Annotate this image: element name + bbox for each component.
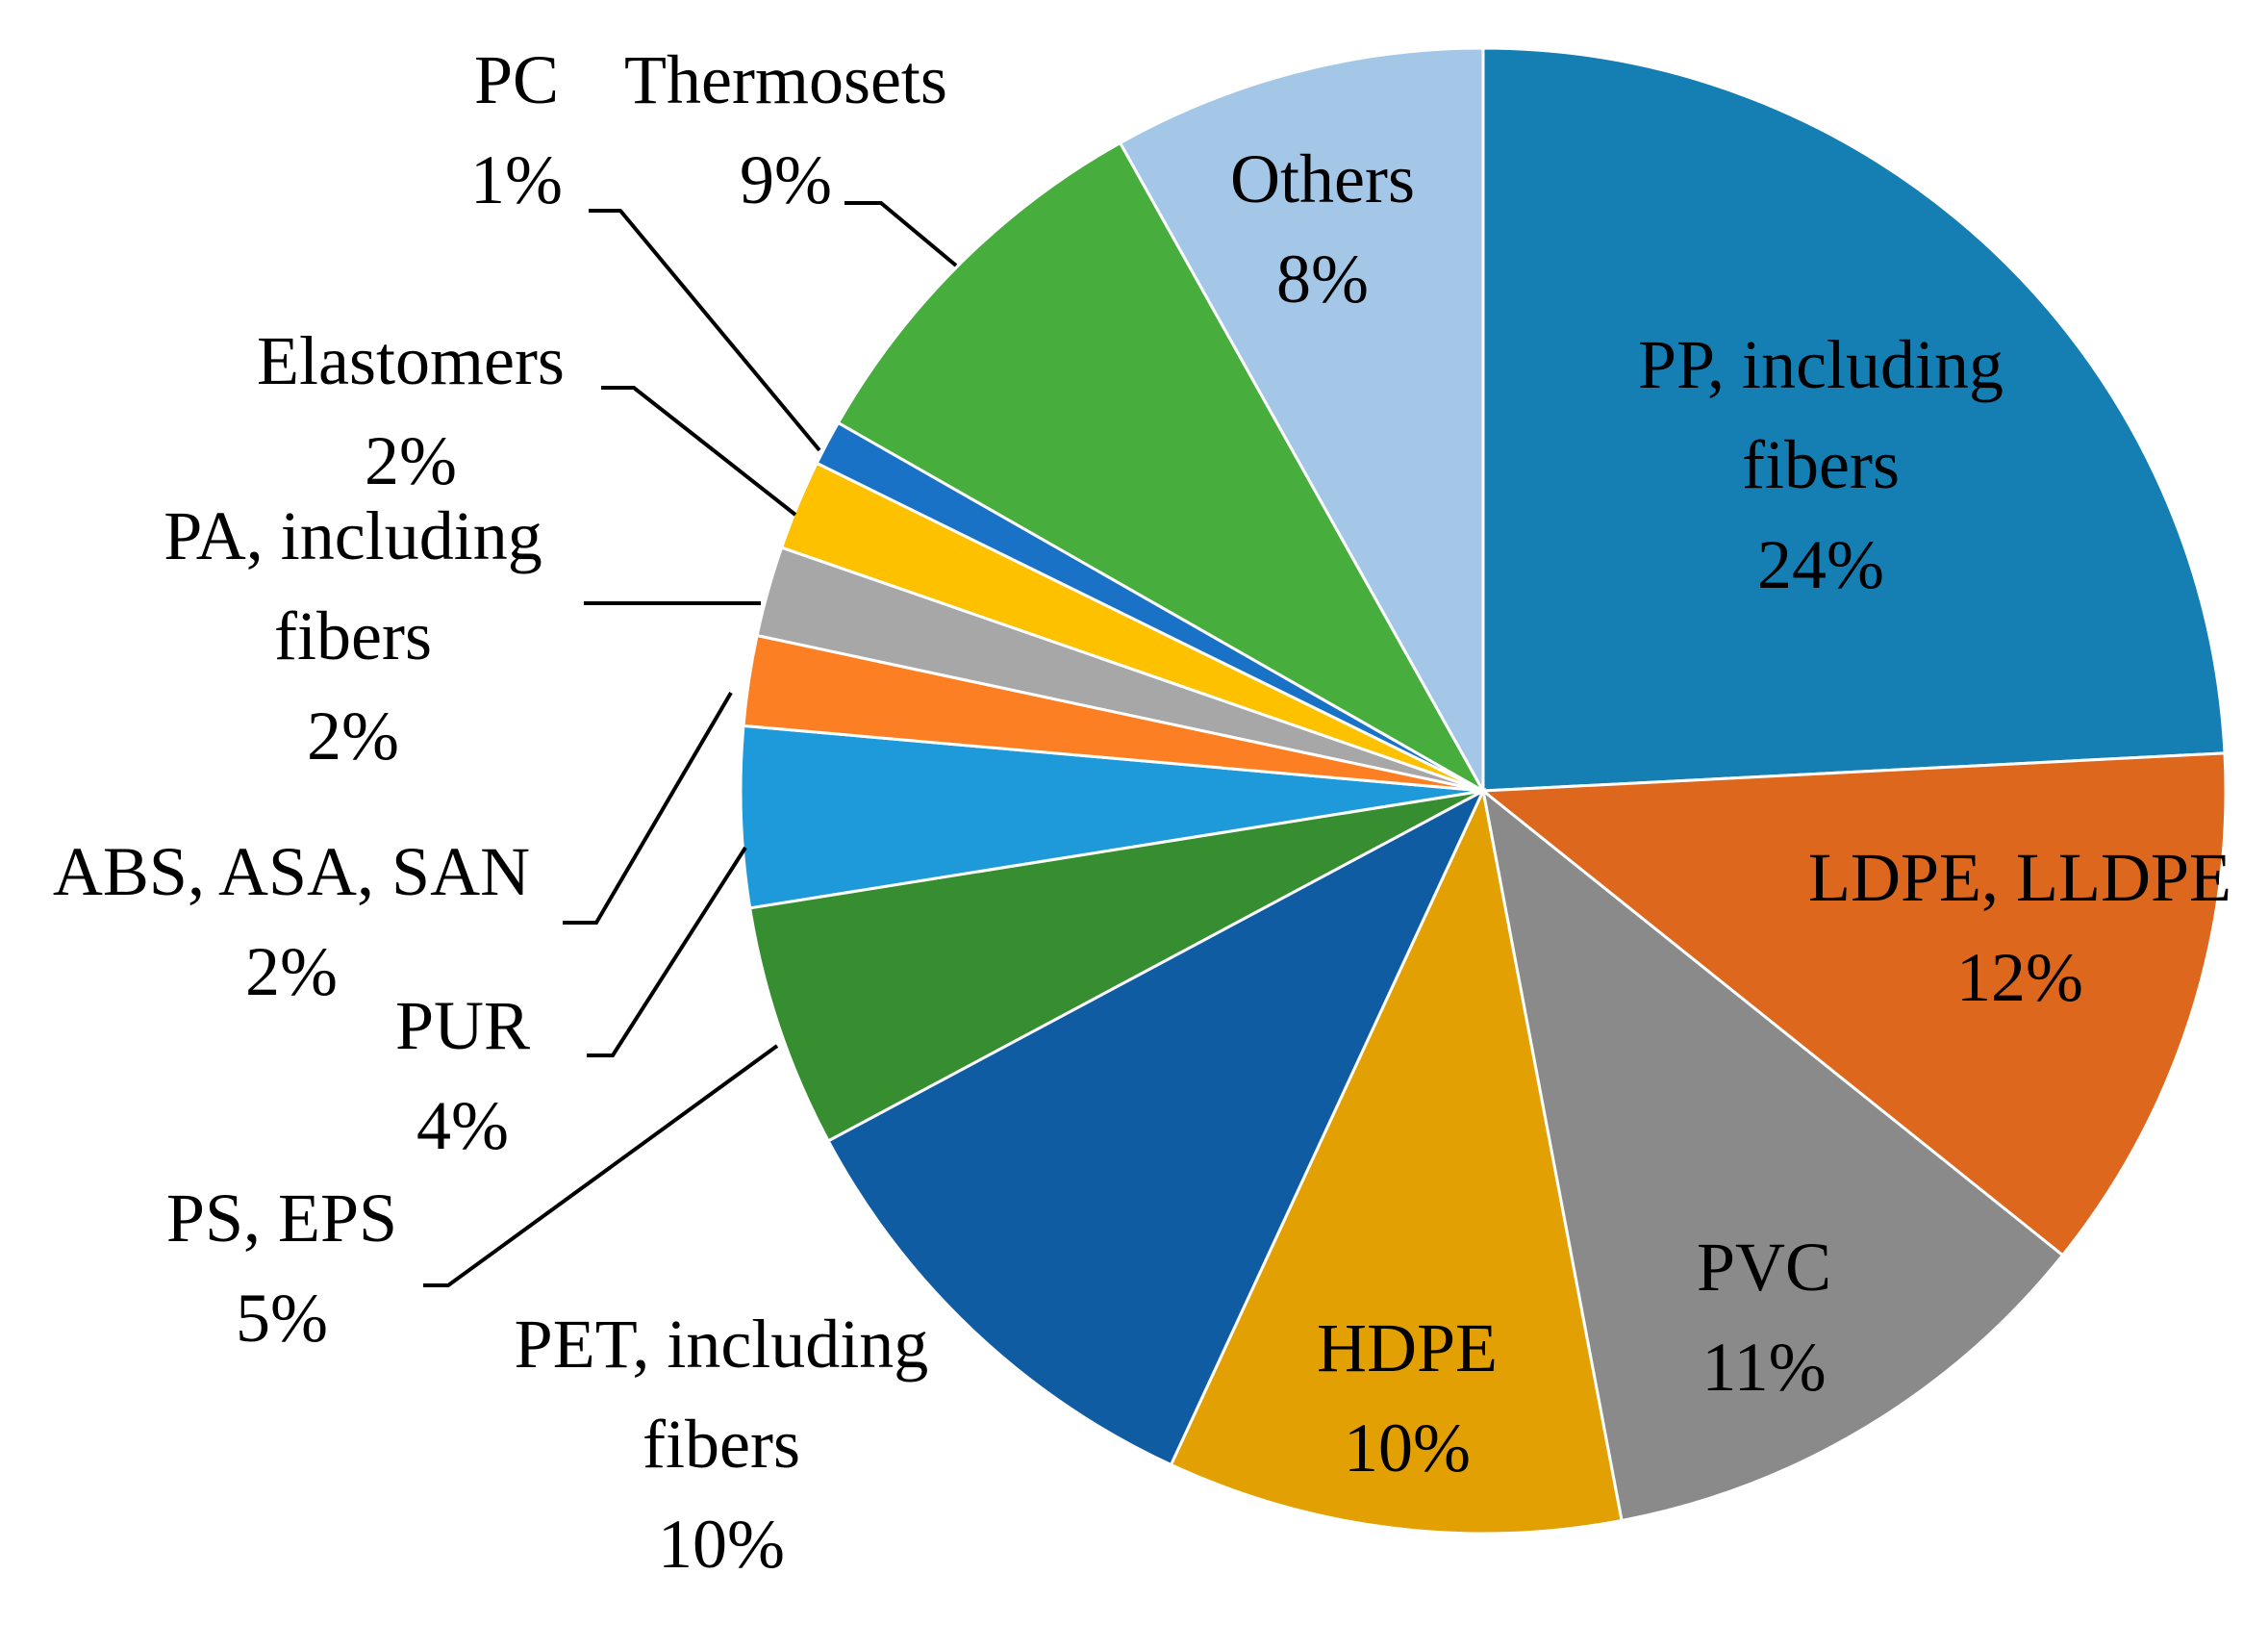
leader-line-pc xyxy=(589,209,821,452)
pie-slice-thermosets xyxy=(836,140,1487,795)
slice-name-pp-0: PP, including xyxy=(1638,326,2003,403)
slice-pct-pur: 4% xyxy=(416,1087,509,1164)
pie-slice-ldpe xyxy=(1478,751,2228,1257)
slice-name-thermosets-0: Thermosets xyxy=(624,41,947,118)
slice-name-pvc-0: PVC xyxy=(1697,1229,1831,1306)
pie-slice-ps xyxy=(747,789,1484,1143)
pie-slice-others xyxy=(1118,46,1485,797)
slice-label-pur: PUR 4% xyxy=(395,987,530,1164)
slice-pct-pa: 2% xyxy=(307,698,399,774)
slice-label-pvc: PVC 11% xyxy=(1697,1229,1831,1406)
slice-label-pc: PC 1% xyxy=(470,41,563,218)
slice-label-hdpe: HDPE 10% xyxy=(1317,1309,1498,1486)
leader-line-pur xyxy=(587,846,747,1057)
pie-slice-pet xyxy=(826,787,1487,1467)
slice-name-hdpe-0: HDPE xyxy=(1317,1309,1498,1386)
slice-pct-elastomers: 2% xyxy=(365,422,457,499)
slice-label-pp: PP, including fibers 24% xyxy=(1638,326,2003,603)
leader-line-elastomers xyxy=(601,386,797,517)
leader-line-ps xyxy=(423,1044,779,1287)
slice-labels: PP, including fibers 24% LDPE, LLDPE 12% PVC 1… xyxy=(53,41,2231,1583)
slice-label-abs: ABS, ASA, SAN 2% xyxy=(53,833,530,1010)
slice-pct-others: 8% xyxy=(1276,241,1369,317)
slice-label-thermosets: Thermosets 9% xyxy=(624,41,947,218)
slice-name-others-0: Others xyxy=(1230,140,1415,217)
slice-pct-ldpe: 12% xyxy=(1956,939,2083,1016)
slice-name-pet-0: PET, including xyxy=(515,1306,929,1383)
slice-pct-ps: 5% xyxy=(236,1280,328,1357)
slice-name-pc-0: PC xyxy=(474,41,559,118)
pie-slice-pp xyxy=(1481,46,2227,793)
slice-name-pp-1: fibers xyxy=(1742,426,1900,503)
slice-pct-hdpe: 10% xyxy=(1344,1409,1471,1486)
slice-pct-abs: 2% xyxy=(245,933,338,1010)
slice-label-elastomers: Elastomers 2% xyxy=(257,322,565,499)
slice-pct-thermosets: 9% xyxy=(740,141,832,218)
slice-name-abs-0: ABS, ASA, SAN xyxy=(53,833,530,910)
slice-name-pet-1: fibers xyxy=(643,1406,800,1483)
slice-name-pa-1: fibers xyxy=(274,597,432,674)
slice-label-pet: PET, including fibers 10% xyxy=(515,1306,929,1583)
slice-name-pa-0: PA, including xyxy=(164,497,542,574)
pie-slice-pur xyxy=(739,723,1484,910)
slice-name-ldpe-0: LDPE, LLDPE xyxy=(1808,839,2231,916)
slice-name-pur-0: PUR xyxy=(395,987,530,1064)
pie-slice-pvc xyxy=(1480,787,2065,1523)
slice-pct-pet: 10% xyxy=(658,1506,785,1583)
slice-pct-pc: 1% xyxy=(470,141,563,218)
pie-slice-hdpe xyxy=(1169,786,1624,1536)
slice-label-ldpe: LDPE, LLDPE 12% xyxy=(1808,839,2231,1016)
leader-line-abs xyxy=(563,691,733,925)
slice-name-elastomers-0: Elastomers xyxy=(257,322,565,399)
slice-pct-pp: 24% xyxy=(1757,526,1884,603)
leader-line-thermosets xyxy=(844,201,958,267)
slice-pct-pvc: 11% xyxy=(1701,1329,1826,1406)
pie-slices xyxy=(739,46,2228,1536)
slice-label-pa: PA, including fibers 2% xyxy=(164,497,542,774)
slice-label-ps: PS, EPS 5% xyxy=(166,1180,397,1357)
leader-lines xyxy=(423,201,958,1287)
slice-name-ps-0: PS, EPS xyxy=(166,1180,397,1257)
slice-label-others: Others 8% xyxy=(1230,140,1415,317)
